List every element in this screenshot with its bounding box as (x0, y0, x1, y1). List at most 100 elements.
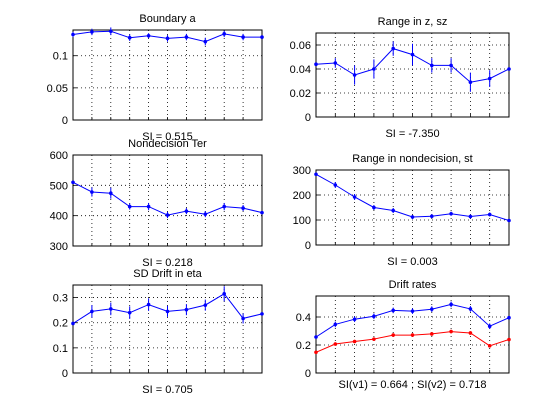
data-point (468, 80, 473, 84)
data-point (260, 35, 264, 39)
y-tick-label: 300 (50, 241, 68, 253)
data-point (487, 212, 492, 217)
data-point (314, 62, 318, 66)
data-point (468, 331, 473, 335)
y-tick-label: 600 (50, 150, 68, 162)
data-point (468, 214, 473, 219)
subplot-1: 0 0.05 0.1 Boundary a SI = 0.515 (47, 13, 264, 143)
data-point (372, 205, 376, 210)
data-point (71, 321, 75, 326)
data-point (71, 180, 75, 185)
data-point (352, 339, 357, 344)
data-point (372, 67, 376, 71)
si-label: SI = 0.218 (142, 257, 192, 269)
data-point (90, 190, 94, 194)
data-point (314, 335, 318, 339)
y-tick-label: 0.05 (47, 83, 68, 95)
si-label: SI(v1) = 0.664 ; SI(v2) = 0.718 (339, 379, 487, 391)
data-point (165, 36, 170, 41)
y-tick-label: 0 (305, 368, 311, 380)
data-point (449, 63, 453, 68)
data-point (449, 302, 453, 307)
data-point (333, 342, 338, 346)
data-point (109, 307, 113, 311)
data-point (146, 204, 151, 209)
data-point (241, 316, 245, 321)
data-point (352, 317, 357, 322)
y-tick-label: 0 (62, 115, 68, 127)
y-tick-label: 0.04 (290, 64, 311, 76)
data-point (333, 183, 338, 187)
y-tick-label: 0.1 (53, 51, 68, 63)
data-point (165, 213, 170, 217)
data-point (507, 337, 511, 342)
data-point (165, 309, 170, 314)
data-point (90, 30, 94, 34)
subplot-4: 0 100 200 300 Range in nondecision, st SI = 0… (293, 153, 511, 268)
axes-box (315, 169, 510, 246)
data-point (109, 29, 113, 34)
data-point (410, 52, 415, 57)
data-point (507, 218, 511, 223)
data-point (184, 209, 189, 213)
subplot-3: 300 400 500 600 Nondecision Ter SI = 0.218 (50, 138, 264, 269)
data-point (127, 310, 132, 315)
data-point (449, 211, 453, 216)
y-tick-label: 100 (293, 215, 311, 227)
data-point (507, 315, 511, 320)
y-tick-label: 500 (50, 180, 68, 192)
data-point (333, 61, 338, 65)
data-point (184, 35, 189, 39)
data-point (184, 307, 189, 312)
y-tick-label: 0.4 (296, 312, 311, 324)
data-point (391, 333, 396, 337)
data-point (203, 39, 208, 44)
data-point (241, 206, 245, 210)
subplot-title: Boundary a (139, 13, 196, 25)
subplot-6: 0 0.2 0.4 Drift rates SI(v1) = 0.664 ; SI(v2… (296, 279, 511, 391)
data-point (391, 208, 396, 213)
subplot-title: SD Drift in eta (133, 268, 202, 280)
data-point (430, 307, 434, 311)
data-point (487, 324, 492, 329)
data-point (203, 303, 208, 307)
data-point (127, 204, 132, 209)
data-point (314, 172, 318, 177)
data-point (241, 35, 245, 39)
y-tick-label: 300 (293, 165, 311, 177)
y-tick-label: 0.06 (290, 40, 311, 52)
subplot-title: Range in nondecision, st (352, 153, 472, 165)
y-tick-label: 0 (305, 240, 311, 252)
subplot-title: Range in z, sz (378, 16, 448, 28)
y-tick-label: 0 (305, 112, 311, 124)
data-point (507, 67, 511, 71)
data-point (333, 322, 338, 327)
si-label: SI = 0.515 (142, 131, 192, 143)
data-point (352, 73, 357, 77)
subplot-title: Drift rates (389, 279, 437, 291)
data-point (410, 333, 415, 337)
data-point (449, 329, 453, 334)
y-tick-label: 200 (293, 190, 311, 202)
data-point (260, 210, 264, 215)
y-tick-label: 0.2 (296, 340, 311, 352)
subplot-5: 0 0.1 0.2 0.3 SD Drift in eta SI = 0.705 (53, 268, 264, 396)
si-label: SI = 0.003 (387, 256, 437, 268)
data-point (391, 308, 396, 313)
y-tick-label: 400 (50, 211, 68, 223)
data-point (146, 33, 151, 38)
data-point (430, 332, 434, 336)
data-point (90, 309, 94, 314)
data-point (410, 215, 415, 219)
data-point (203, 212, 208, 216)
data-point (487, 76, 492, 81)
data-point (71, 32, 75, 37)
data-point (391, 46, 396, 51)
subplot-2: 0 0.02 0.04 0.06 Range in z, sz SI = -7.350 (290, 16, 511, 140)
y-tick-label: 0.1 (53, 343, 68, 355)
y-tick-label: 0 (62, 368, 68, 380)
data-point (410, 309, 415, 313)
data-point (372, 314, 376, 319)
axes-box (72, 154, 263, 247)
